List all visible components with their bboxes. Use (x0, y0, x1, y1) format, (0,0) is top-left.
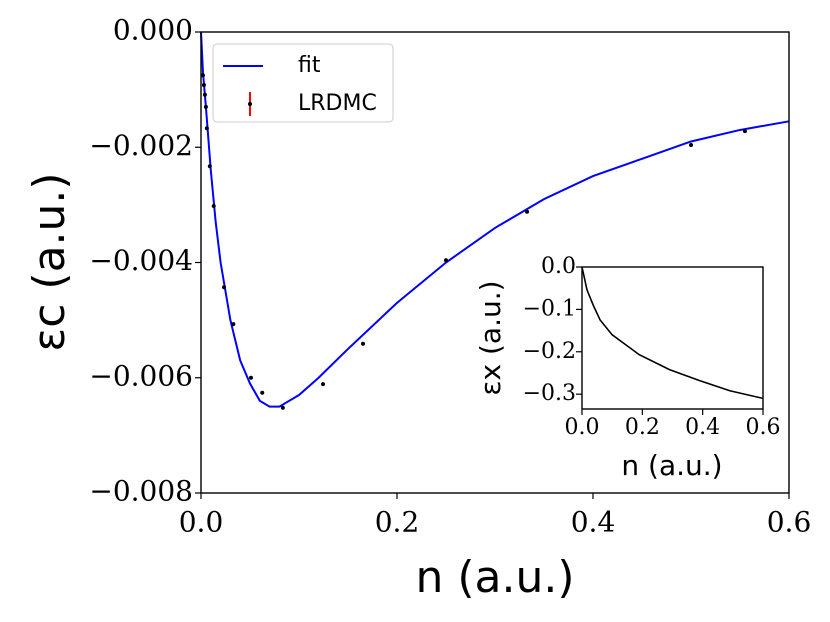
data-point (280, 405, 285, 410)
fit-line (200, 31, 790, 408)
data-point (321, 382, 326, 387)
x-tick-label: 0.4 (571, 506, 616, 539)
inset-background (472, 257, 783, 479)
data-point (260, 390, 265, 395)
data-point (204, 126, 209, 131)
data-point (203, 104, 208, 109)
axes-frame (581, 266, 764, 410)
data-point (231, 322, 236, 327)
x-axis-label: n (a.u.) (621, 449, 722, 482)
data-point (207, 164, 212, 169)
legend-label: LRDMC (298, 91, 377, 116)
legend-box (212, 43, 394, 123)
data-point (222, 285, 227, 290)
x-tick-label: 0.6 (767, 506, 812, 539)
x-axis-label: n (a.u.) (415, 552, 574, 603)
legend-label: fit (298, 53, 321, 78)
axes-frame (200, 31, 790, 494)
data-point (689, 142, 693, 147)
data-point (202, 92, 207, 97)
plot: 0.0 −0.1 −0.2 −0.3 0.0 0.2 0.4 0.6 n (a.u.) εx (a… (472, 254, 783, 482)
x-tick-label: 0.0 (565, 415, 600, 440)
data-point (444, 258, 448, 263)
legend-marker (248, 102, 252, 106)
data-point (211, 204, 216, 209)
y-tick-label: −0.002 (89, 129, 193, 162)
data-point (742, 129, 747, 134)
y-tick-label: −0.008 (89, 475, 193, 508)
y-tick-label: 0.000 (113, 14, 193, 47)
x-tick-label: 0.6 (746, 415, 781, 440)
fit-line (581, 266, 764, 400)
y-tick-label: −0.3 (523, 381, 576, 406)
x-tick-label: 0.2 (625, 415, 660, 440)
x-tick-label: 0.2 (375, 506, 420, 539)
y-tick-label: −0.004 (89, 244, 193, 277)
data-point (360, 341, 365, 346)
y-tick-label: −0.1 (523, 296, 576, 321)
data-point (525, 209, 530, 214)
data-point (201, 83, 206, 88)
y-tick-label: −0.2 (523, 339, 576, 364)
y-tick-label: −0.006 (89, 359, 193, 392)
y-axis-label: εx (a.u.) (474, 280, 507, 395)
data-point (248, 375, 253, 380)
x-tick-label: 0.4 (685, 415, 720, 440)
data-point (200, 73, 205, 78)
y-tick-label: 0.0 (541, 254, 576, 279)
x-tick-label: 0.0 (179, 506, 224, 539)
y-axis-label: εc (a.u.) (24, 172, 75, 351)
